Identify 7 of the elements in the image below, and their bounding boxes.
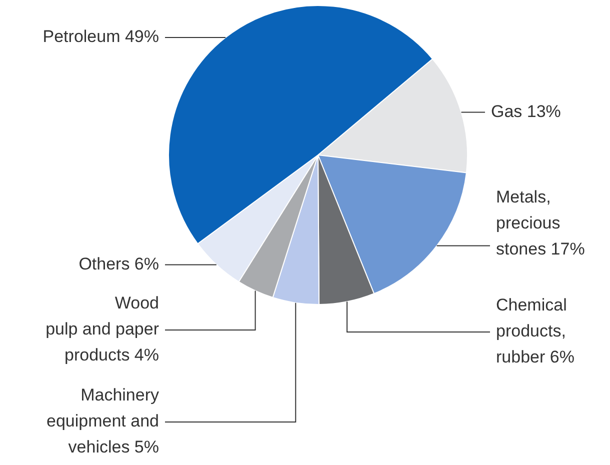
slice-label: Gas 13% [491, 102, 561, 121]
slice-label: Machinery equipment and vehicles 5% [46, 386, 160, 457]
slice-label: Others 6% [78, 254, 159, 274]
slice-label: Wood pulp and paper products 4% [46, 294, 160, 365]
slice-label: Petroleum 49% [42, 27, 159, 46]
slice-label: Metals, precious stones 17% [496, 187, 585, 258]
slice-label: Chemical products, rubber 6% [496, 296, 574, 367]
